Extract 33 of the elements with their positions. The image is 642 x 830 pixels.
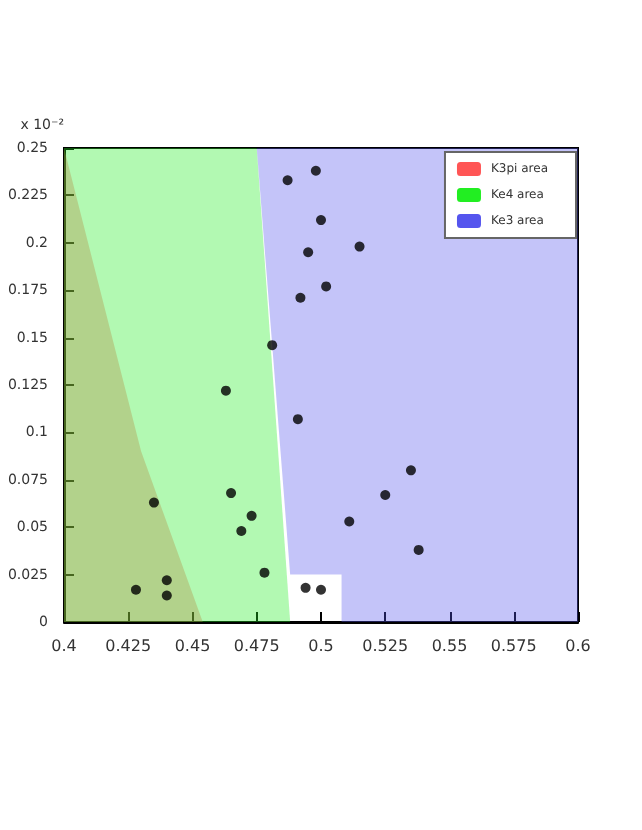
point [321, 281, 332, 292]
x-tick-label: 0.425 [105, 637, 152, 655]
point [148, 497, 159, 508]
x-tick-label: 0.45 [174, 637, 211, 655]
point [300, 582, 311, 593]
point [161, 590, 172, 601]
point [310, 165, 321, 176]
point [161, 575, 172, 586]
point [130, 584, 141, 595]
point [236, 525, 247, 536]
point [282, 175, 293, 186]
x-tick-label: 0.5 [308, 637, 334, 655]
point [246, 510, 257, 521]
x-tick-label: 0.6 [565, 637, 591, 655]
point [413, 544, 424, 555]
point [220, 385, 231, 396]
point [226, 488, 237, 499]
point [292, 414, 303, 425]
point [344, 516, 355, 527]
x-tick-label: 0.55 [431, 637, 468, 655]
point [405, 465, 416, 476]
point [316, 215, 326, 226]
point [354, 241, 365, 252]
point [259, 567, 270, 578]
x-tick-label: 0.475 [233, 637, 280, 655]
x-tick-label: 0.525 [362, 637, 409, 655]
point [295, 292, 306, 303]
point [316, 584, 326, 595]
x-tick-label: 0.4 [51, 637, 77, 655]
point [303, 247, 314, 258]
point [267, 340, 278, 351]
x-tick-label: 0.575 [490, 637, 537, 655]
point [380, 489, 391, 500]
